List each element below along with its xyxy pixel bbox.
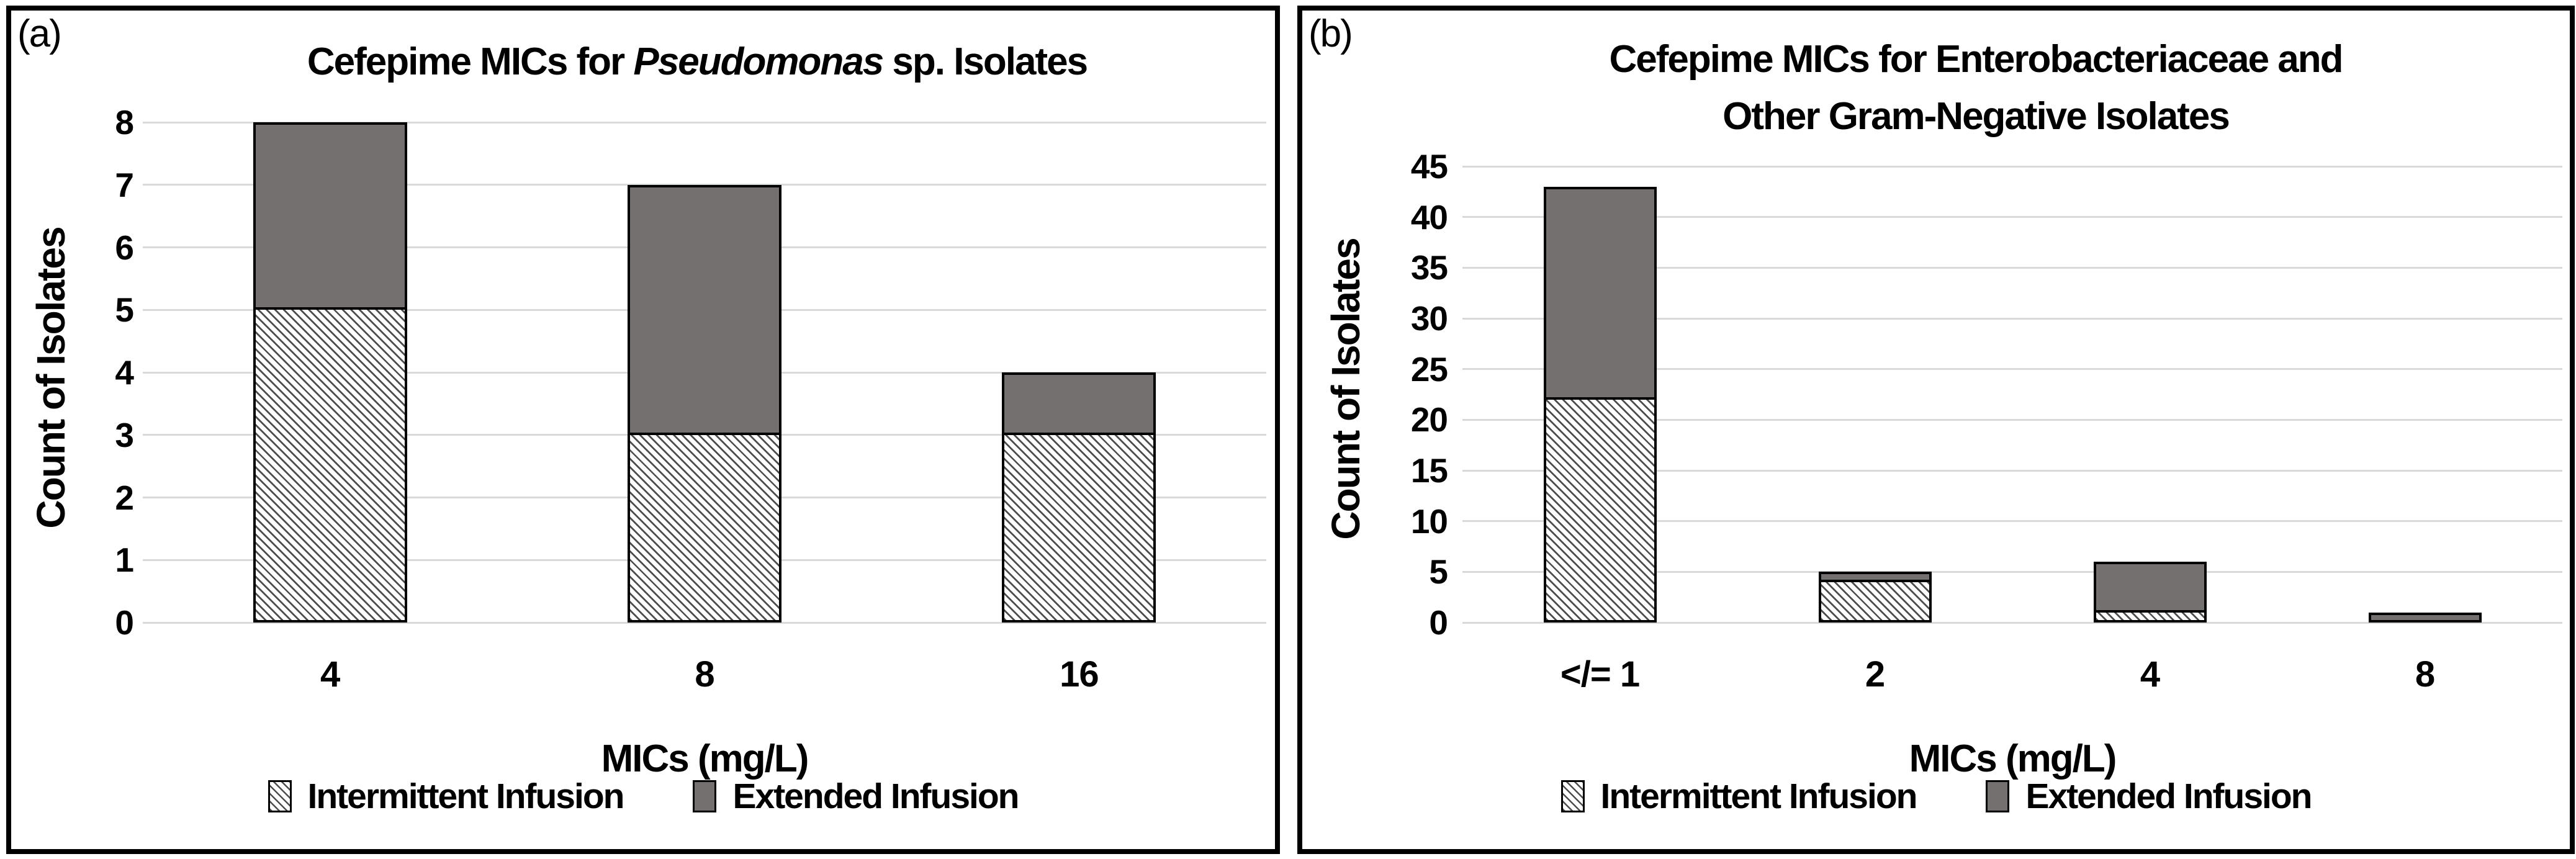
y-tick-label: 30 — [1410, 299, 1448, 338]
legend-item: Intermittent Infusion — [268, 776, 624, 817]
y-tick-label: 45 — [1410, 147, 1448, 186]
x-tick-label: </= 1 — [1560, 654, 1640, 695]
x-axis-title: MICs (mg/L) — [601, 737, 809, 780]
chart-panel-b: (b) Cefepime MICs for Enterobacteriaceae… — [1297, 6, 2575, 854]
gridline — [1462, 469, 2562, 472]
legend-label: Extended Infusion — [2025, 776, 2312, 816]
y-tick-label: 25 — [1410, 349, 1448, 389]
legend-item: Extended Infusion — [1986, 776, 2313, 817]
legend-label: Extended Infusion — [732, 776, 1019, 816]
legend-hatched-swatch-icon — [268, 780, 292, 812]
y-tick-label: 1 — [115, 541, 134, 580]
gridline — [1462, 621, 2562, 624]
y-tick-label: 10 — [1410, 501, 1448, 541]
legend-label: Intermittent Infusion — [307, 776, 625, 816]
y-tick-label: 8 — [115, 103, 134, 142]
y-tick-label: 20 — [1410, 400, 1448, 439]
gridline — [1462, 317, 2562, 320]
legend-gray-swatch-icon — [1986, 780, 2010, 812]
gridline — [143, 621, 1266, 624]
bar-segment-intermittent-infusion — [2093, 612, 2207, 623]
y-tick-label: 40 — [1410, 197, 1448, 236]
title-segment: sp. Isolates — [883, 40, 1088, 83]
legend-item: Intermittent Infusion — [1560, 776, 1918, 817]
chart-title-line: Other Gram-Negative Isolates — [1386, 88, 2565, 146]
legend-label: Intermittent Infusion — [1600, 776, 1918, 816]
gridline — [1462, 266, 2562, 269]
x-axis-title: MICs (mg/L) — [1909, 737, 2117, 780]
chart-panel-a: (a) Cefepime MICs for Pseudomonas sp. Is… — [6, 6, 1280, 854]
x-tick-label: 8 — [2415, 654, 2435, 695]
x-tick-label: 2 — [1865, 654, 1885, 695]
title-segment: Cefepime MICs for — [307, 40, 634, 83]
bar-segment-extended-infusion — [1818, 572, 1932, 582]
legend-gray-swatch-icon — [693, 780, 717, 812]
title-segment: Cefepime MICs for Enterobacteriaceae and — [1609, 38, 2343, 81]
gridline — [143, 121, 1266, 124]
y-tick-label: 6 — [115, 228, 134, 267]
y-tick-label: 3 — [115, 415, 134, 454]
chart-title-line: Cefepime MICs for Enterobacteriaceae and — [1386, 30, 2565, 89]
bar-segment-intermittent-infusion — [253, 310, 407, 623]
bar-segment-extended-infusion — [628, 184, 781, 435]
bar-segment-extended-infusion — [1543, 186, 1657, 400]
panel-b-inner: (b) Cefepime MICs for Enterobacteriaceae… — [1302, 11, 2570, 849]
panel-marker-b: (b) — [1308, 12, 1353, 55]
gridline — [1462, 418, 2562, 421]
title-italic-segment: Pseudomonas — [633, 40, 884, 83]
gridline — [1462, 570, 2562, 573]
legend-item: Extended Infusion — [693, 776, 1020, 817]
y-tick-label: 4 — [115, 353, 134, 392]
y-tick-label: 7 — [115, 165, 134, 204]
bar-segment-intermittent-infusion — [1543, 399, 1657, 623]
legend: Intermittent Infusion Extended Infusion — [11, 775, 1275, 818]
gridline — [1462, 165, 2562, 168]
gridline — [1462, 520, 2562, 523]
y-tick-label: 5 — [1429, 552, 1448, 591]
x-tick-label: 4 — [320, 654, 340, 695]
panel-marker-a: (a) — [17, 12, 62, 55]
bar-segment-extended-infusion — [2368, 612, 2482, 623]
x-tick-label: 8 — [695, 654, 714, 695]
y-tick-label: 2 — [115, 478, 134, 517]
chart-title-line: Cefepime MICs for Pseudomonas sp. Isolat… — [107, 33, 1287, 91]
legend-hatched-swatch-icon — [1560, 780, 1585, 812]
bar-segment-intermittent-infusion — [628, 434, 781, 623]
bar-segment-extended-infusion — [253, 122, 407, 310]
x-tick-label: 16 — [1060, 654, 1099, 695]
y-tick-label: 0 — [1429, 603, 1448, 642]
legend: Intermittent Infusion Extended Infusion — [1302, 775, 2570, 818]
y-tick-label: 0 — [115, 603, 134, 642]
panel-a-inner: (a) Cefepime MICs for Pseudomonas sp. Is… — [11, 11, 1275, 849]
y-tick-label: 15 — [1410, 451, 1448, 490]
gridline — [1462, 368, 2562, 371]
gridline — [1462, 216, 2562, 218]
y-tick-label: 35 — [1410, 248, 1448, 287]
bar-segment-extended-infusion — [1002, 372, 1156, 435]
bar-segment-intermittent-infusion — [1818, 582, 1932, 623]
title-segment: Other Gram-Negative Isolates — [1723, 95, 2230, 138]
y-tick-label: 5 — [115, 290, 134, 330]
bar-segment-intermittent-infusion — [1002, 434, 1156, 623]
bar-segment-extended-infusion — [2093, 562, 2207, 613]
x-tick-label: 4 — [2140, 654, 2160, 695]
